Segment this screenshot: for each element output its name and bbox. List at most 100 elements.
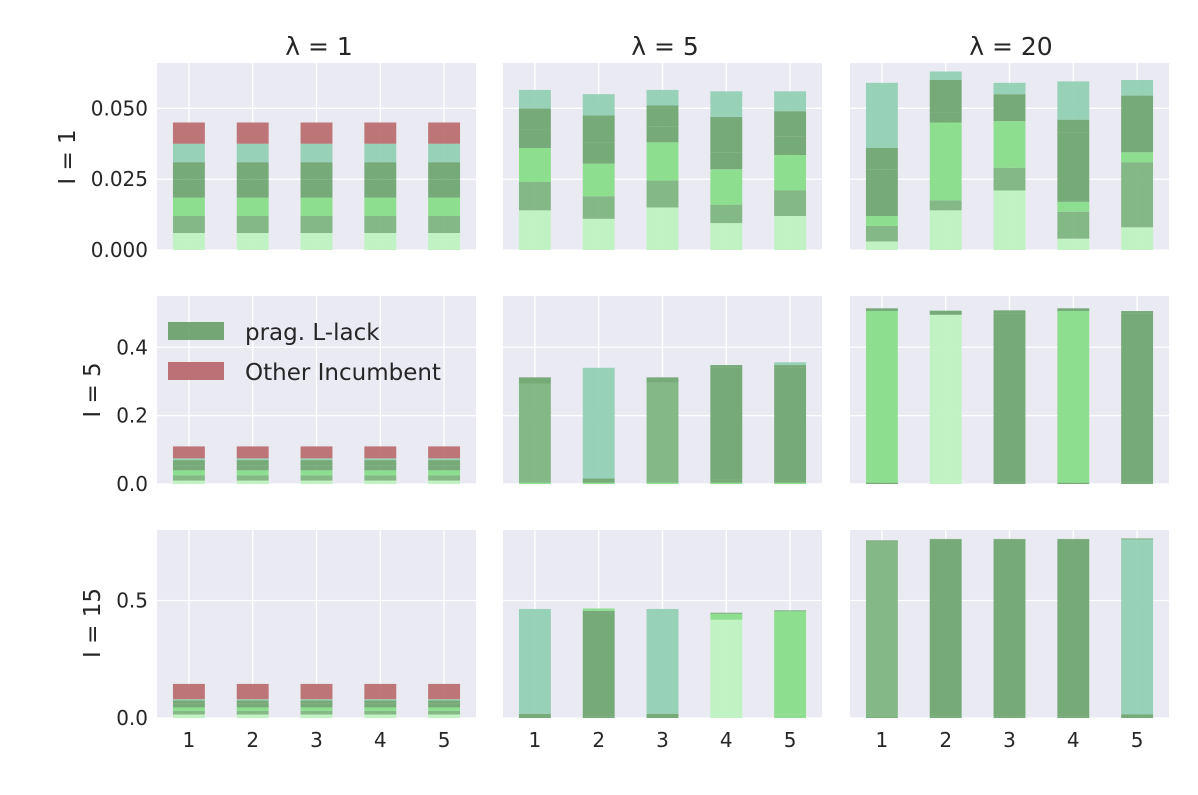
bar-segment [300, 699, 333, 701]
y-tick-label: 0.0 [116, 472, 148, 496]
bar-segment [172, 699, 205, 701]
bar-segment [865, 308, 898, 312]
legend-swatch-prag-l-lack [168, 322, 224, 340]
bar-segment [518, 482, 551, 484]
bar-segment [774, 111, 807, 137]
bar-segment [710, 91, 743, 117]
bar-segment [710, 613, 743, 620]
bar-segment [774, 91, 807, 112]
bar-segment [646, 482, 679, 484]
bar-segment [236, 710, 269, 715]
bar-segment [428, 480, 461, 484]
bar-segment [300, 458, 333, 461]
bar-segment [993, 82, 1026, 95]
bar-segment [582, 482, 615, 484]
bar-segment [865, 169, 898, 216]
bar-segment [364, 465, 397, 471]
bar-segment [300, 460, 333, 466]
panel-6 [850, 296, 1169, 485]
bar-segment [1121, 80, 1154, 96]
bar-segment [646, 142, 679, 181]
bar-segment [172, 480, 205, 484]
bar-segment [428, 122, 461, 144]
bar-segment [428, 460, 461, 466]
bar-segment [236, 143, 269, 163]
bar-segment [774, 190, 807, 216]
y-tick-label: 0.2 [116, 404, 148, 428]
bar-segment [364, 446, 397, 459]
bar-segment [582, 115, 615, 143]
bar-segment [364, 197, 397, 216]
bar-segment [300, 703, 333, 708]
bar-segment [929, 71, 962, 80]
bar-segment [172, 710, 205, 715]
bar-segment [172, 216, 205, 233]
bar-segment [929, 122, 962, 201]
bar-segment [518, 129, 551, 148]
bar-segment [300, 446, 333, 459]
panels: 0.000 0.025 0.050 0.0 0.2 0.4 0.0 0.5 1 2 3 4 5 1 2 3 4 5… [91, 63, 1169, 752]
bar-segment [364, 710, 397, 715]
bar-segment [929, 538, 962, 540]
bar-segment [582, 478, 615, 483]
bar-segment [710, 612, 743, 614]
bar-segment [993, 121, 1026, 168]
bar-segment [1121, 538, 1154, 540]
bar-segment [518, 148, 551, 182]
bar-segment [300, 122, 333, 144]
bar-segment [236, 465, 269, 471]
bar-segment [300, 179, 333, 198]
bar-segment [993, 716, 1026, 718]
bar-segment [300, 233, 333, 250]
bar-segment [236, 475, 269, 481]
bar-segment [518, 108, 551, 130]
bar-segment [710, 479, 743, 483]
bar-segment [710, 482, 743, 484]
bar-segment [582, 367, 615, 369]
bar-segment [236, 197, 269, 216]
row-label-1: I = 1 [55, 129, 81, 184]
bar-segment [300, 143, 333, 163]
bar-segment [364, 458, 397, 461]
bar-segment [710, 116, 743, 153]
bar-segment [428, 703, 461, 708]
bar-segment [582, 608, 615, 611]
row-label-3: I = 15 [80, 588, 106, 658]
bar-segment [774, 216, 807, 250]
bar-segment [364, 460, 397, 466]
bar-segment [428, 470, 461, 476]
x-tick-label: 5 [784, 728, 797, 752]
bar-segment [428, 458, 461, 461]
x-tick-label: 5 [1131, 728, 1144, 752]
bar-segment [428, 179, 461, 198]
bar-segment [518, 383, 551, 483]
bar-segment [865, 311, 898, 483]
bar-segment [172, 460, 205, 466]
bar-segment [1121, 152, 1154, 163]
column-title-1: λ = 1 [285, 32, 353, 61]
bar-segment [646, 382, 679, 483]
bar-segment [582, 196, 615, 219]
y-tick-label: 0.0 [116, 706, 148, 730]
bar-segment [172, 703, 205, 708]
panel-8: 1 2 3 4 5 [503, 530, 822, 752]
bar-segment [865, 82, 898, 148]
y-tick-label: 0.000 [91, 238, 148, 262]
bar-segment [300, 162, 333, 180]
x-tick-label: 3 [310, 728, 323, 752]
bar-segment [428, 714, 461, 718]
bar-segment [428, 707, 461, 711]
bar-segment [774, 714, 807, 718]
bar-segment [929, 200, 962, 211]
bar-segment [774, 136, 807, 156]
bar-segment [300, 475, 333, 481]
bar-segment [993, 482, 1026, 484]
bar-segment [364, 216, 397, 233]
bar-segment [172, 714, 205, 718]
panel-7: 0.0 0.5 1 2 3 4 5 [116, 530, 476, 752]
bar-segment [865, 148, 898, 170]
bar-segment [172, 465, 205, 471]
x-tick-label: 5 [438, 728, 451, 752]
bar-segment [929, 80, 962, 113]
bar-segment [428, 233, 461, 250]
